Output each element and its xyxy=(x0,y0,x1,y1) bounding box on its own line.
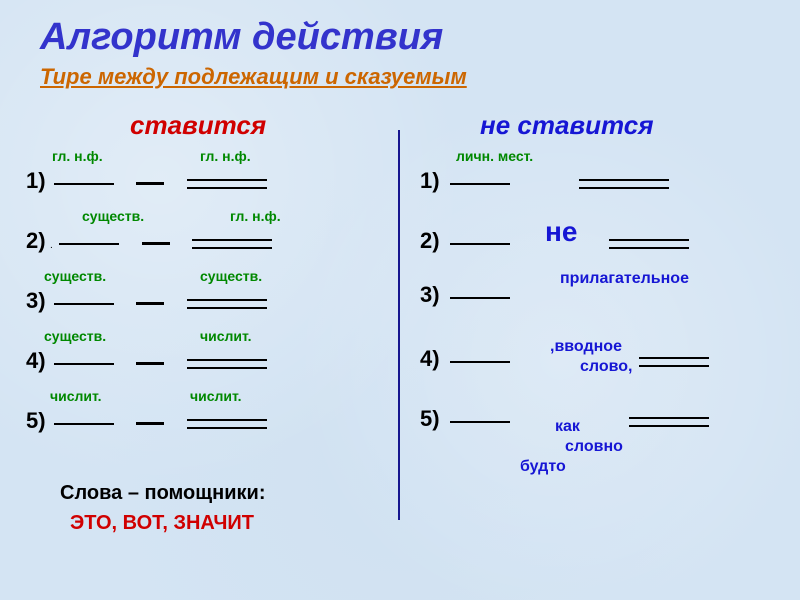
predicate-line xyxy=(187,419,267,429)
predicate-line xyxy=(187,299,267,309)
left-2-pred-label: гл. н.ф. xyxy=(230,208,281,224)
right-row-3: 3) xyxy=(420,282,510,308)
left-4-subj-label: существ. xyxy=(44,328,106,344)
predicate-line xyxy=(579,179,669,189)
predicate-line xyxy=(187,359,267,369)
dash-line xyxy=(142,242,170,245)
left-3-subj-label: существ. xyxy=(44,268,106,284)
subject-line xyxy=(450,243,510,245)
left-row-3: 3) xyxy=(26,288,267,314)
page-title: Алгоритм действия xyxy=(40,16,443,59)
row-number: 4) xyxy=(26,348,46,373)
subject-line xyxy=(54,363,114,365)
predicate-line xyxy=(187,179,267,189)
predicate-line xyxy=(192,239,272,249)
left-5-pred-label: числит. xyxy=(190,388,242,404)
row-number: 2) xyxy=(420,228,440,253)
left-3-pred-label: существ. xyxy=(200,268,262,284)
row-number: 1) xyxy=(420,168,440,193)
left-4-pred-label: числит. xyxy=(200,328,252,344)
dash-line xyxy=(136,422,164,425)
predicate-line xyxy=(629,417,709,427)
divider xyxy=(398,130,400,520)
row-number: 3) xyxy=(420,282,440,307)
left-column-header: ставится xyxy=(130,110,266,141)
right-5-budto: будто xyxy=(520,458,566,476)
left-row-2: 2) . xyxy=(26,228,272,254)
subject-line xyxy=(450,297,510,299)
row-number: 3) xyxy=(26,288,46,313)
dash-line xyxy=(136,302,164,305)
subject-line xyxy=(450,421,510,423)
subject-line xyxy=(54,303,114,305)
right-row-2: 2) xyxy=(420,228,689,254)
left-row-4: 4) xyxy=(26,348,267,374)
right-1-subj-label: личн. мест. xyxy=(456,148,533,164)
subject-line xyxy=(450,183,510,185)
subject-line xyxy=(59,243,119,245)
right-3-pred-label: прилагательное xyxy=(560,270,689,288)
row-number: 5) xyxy=(420,406,440,431)
dash-line xyxy=(136,182,164,185)
left-5-subj-label: числит. xyxy=(50,388,102,404)
predicate-line xyxy=(609,239,689,249)
right-column-header: не ставится xyxy=(480,110,654,141)
page-subtitle: Тире между подлежащим и сказуемым xyxy=(40,64,467,90)
dash-line xyxy=(136,362,164,365)
subject-line xyxy=(54,183,114,185)
right-row-5: 5) xyxy=(420,406,709,432)
subject-line xyxy=(54,423,114,425)
left-1-subj-label: гл. н.ф. xyxy=(52,148,103,164)
left-row-5: 5) xyxy=(26,408,267,434)
left-1-pred-label: гл. н.ф. xyxy=(200,148,251,164)
right-row-4: 4) xyxy=(420,346,709,372)
row-number: 2) xyxy=(26,228,46,253)
helpers-label: Слова – помощники: xyxy=(60,482,266,505)
left-row-1: 1) xyxy=(26,168,267,194)
right-5-slovno: словно xyxy=(565,438,623,456)
right-row-1: 1) xyxy=(420,168,669,194)
row-number: 5) xyxy=(26,408,46,433)
row-number: 4) xyxy=(420,346,440,371)
row-number: 1) xyxy=(26,168,46,193)
left-2-subj-label: существ. xyxy=(82,208,144,224)
subject-line xyxy=(450,361,510,363)
predicate-line xyxy=(639,357,709,367)
helpers-list: ЭТО, ВОТ, ЗНАЧИТ xyxy=(70,512,254,535)
